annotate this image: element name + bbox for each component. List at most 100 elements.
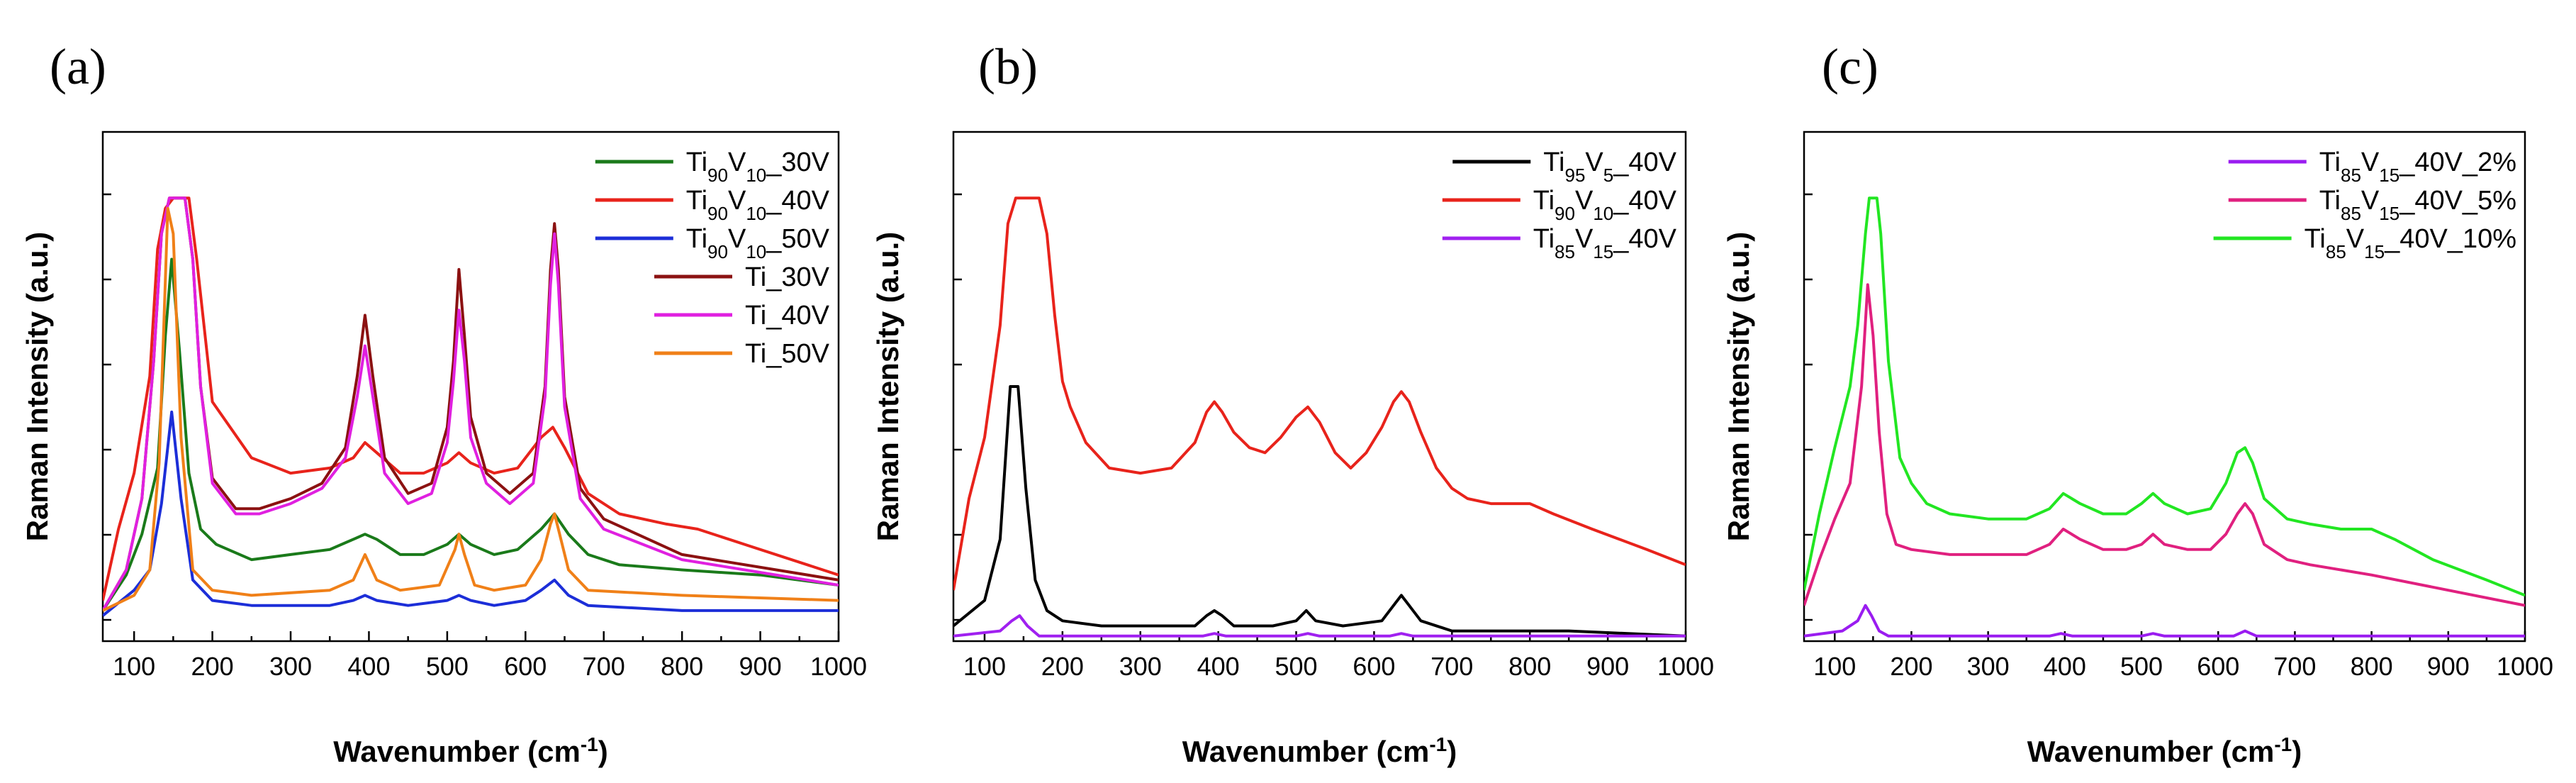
legend-label-base: Ti (686, 186, 707, 216)
legend-label: Ti_40V (745, 301, 830, 331)
series-line-ti85v15-40v (953, 614, 1686, 638)
legend-label-sub: 90 (1555, 203, 1575, 224)
x-tick-label: 500 (1275, 652, 1317, 681)
x-tick-label: 900 (1586, 652, 1629, 681)
x-axis-title-text: Wavenumber (cm (333, 735, 581, 768)
x-tick-label: 700 (2273, 652, 2316, 681)
legend-label-tail: _40V_5% (2399, 186, 2516, 216)
x-tick-label: 200 (1890, 652, 1932, 681)
x-tick-label: 500 (426, 652, 469, 681)
legend-label-sub: 10 (746, 165, 766, 186)
legend-label-tail: _40V (1613, 186, 1676, 216)
x-axis-title-text: Wavenumber (cm (2027, 735, 2275, 768)
legend-label-base: Ti (2305, 224, 2326, 254)
legend-label-base: Ti (745, 262, 766, 292)
y-axis-title: Raman Intensity (a.u.) (871, 232, 905, 541)
legend-label-sub: 90 (707, 165, 728, 186)
panel-label: (a) (50, 38, 106, 95)
series-line-ti95v5-40v (953, 385, 1686, 638)
x-tick-label: 400 (347, 652, 390, 681)
x-axis-title: Wavenumber (cm-1) (333, 733, 607, 769)
x-tick-label: 500 (2120, 652, 2163, 681)
plot-frame (1803, 130, 2526, 643)
x-tick-label: 400 (2044, 652, 2086, 681)
x-tick-label: 400 (1197, 652, 1240, 681)
legend-label-tail: _30V (766, 148, 829, 177)
legend-label: Ti_30V (745, 262, 830, 292)
panel-label: (b) (978, 38, 1038, 95)
legend-label-tail: _40V (1613, 224, 1676, 254)
x-tick-label: 100 (963, 652, 1006, 681)
legend-label: Ti_50V (745, 339, 830, 369)
legend-label: Ti90V10_30V (686, 148, 830, 186)
x-axis-title-tail: ) (598, 735, 608, 768)
legend-label-sub: 95 (1565, 165, 1586, 186)
legend-label-base: Ti (1543, 148, 1564, 177)
legend-label-sub: 15 (1593, 241, 1613, 262)
x-axis-title-tail: ) (2292, 735, 2302, 768)
legend-label-tail: _50V (766, 339, 829, 369)
x-tick-label: 200 (1041, 652, 1084, 681)
legend-label-sub: 90 (707, 203, 728, 224)
x-tick-label: 100 (113, 652, 155, 681)
series-line-ti90v10-50v (103, 410, 839, 617)
x-tick-label: 700 (583, 652, 625, 681)
legend-label: Ti85V15_40V_5% (2319, 186, 2516, 224)
legend-label-tail: _30V (766, 262, 829, 292)
x-tick-label: 300 (269, 652, 312, 681)
legend-label: Ti85V15_40V_10% (2305, 224, 2516, 262)
legend-label-sub: 10 (746, 241, 766, 262)
panel-c: (c) 100 200 300 400 500 600 700 800 900 1000 Wavenu… (1722, 38, 2553, 768)
x-tick-label: 800 (1508, 652, 1551, 681)
legend-label-base: Ti (1533, 186, 1555, 216)
legend-label-mid: V (2346, 224, 2365, 254)
series-line-ti-40v (103, 196, 839, 611)
y-axis-title: Raman Intensity (a.u.) (21, 232, 54, 541)
x-tick-label: 300 (1119, 652, 1162, 681)
x-tick-label: 900 (2427, 652, 2470, 681)
x-axis-title-exponent: -1 (1429, 733, 1447, 755)
x-tick-label: 900 (739, 652, 782, 681)
x-tick-label: 1000 (810, 652, 867, 681)
x-tick-label: 800 (661, 652, 703, 681)
legend-label-sub: 85 (2341, 165, 2361, 186)
x-tick-label: 600 (1353, 652, 1395, 681)
legend-label-base: Ti (745, 339, 766, 369)
series-line-ti-50v (103, 206, 839, 612)
legend-label-sub: 15 (2379, 165, 2399, 186)
x-tick-label: 800 (2351, 652, 2393, 681)
legend-label-mid: V (1585, 148, 1603, 177)
series-line-ti90v10-40v (953, 196, 1686, 591)
legend-label-mid: V (728, 148, 746, 177)
legend-label-mid: V (1575, 224, 1594, 254)
legend-label-mid: V (2361, 148, 2380, 177)
legend-label-sub: 85 (1555, 241, 1575, 262)
legend-label-sub: 85 (2341, 203, 2361, 224)
legend-label-tail: _40V_2% (2399, 148, 2516, 177)
legend-label-sub: 15 (2364, 241, 2385, 262)
legend-label: Ti95V5_40V (1543, 148, 1676, 186)
legend-label: Ti90V10_40V (686, 186, 830, 224)
plot-frame (101, 130, 840, 643)
legend-label-base: Ti (745, 301, 766, 331)
legend-label-sub: 85 (2326, 241, 2346, 262)
legend-label-tail: _40V (766, 186, 829, 216)
x-axis-title: Wavenumber (cm-1) (1182, 733, 1457, 769)
legend-label-mid: V (1575, 186, 1594, 216)
legend-label-sub: 15 (2379, 203, 2399, 224)
series-line-ti85v15-40v-5- (1804, 283, 2525, 607)
x-tick-label: 100 (1813, 652, 1856, 681)
legend-label-base: Ti (686, 224, 707, 254)
plot-frame (952, 130, 1687, 643)
legend-label-sub: 10 (1593, 203, 1613, 224)
legend-label: Ti90V10_40V (1533, 186, 1677, 224)
x-tick-label: 200 (191, 652, 234, 681)
series-line-ti85v15-40v-2- (1804, 604, 2525, 638)
legend-label: Ti85V15_40V (1533, 224, 1677, 262)
x-tick-label: 300 (1967, 652, 2010, 681)
x-tick-label: 700 (1430, 652, 1473, 681)
legend-label-tail: _40V (1613, 148, 1676, 177)
legend-label-sub: 5 (1603, 165, 1613, 186)
legend-label-tail: _50V (766, 224, 829, 254)
